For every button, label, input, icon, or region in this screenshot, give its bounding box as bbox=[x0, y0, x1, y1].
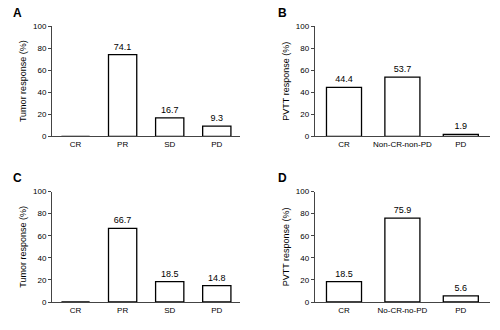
svg-text:0: 0 bbox=[305, 298, 310, 307]
svg-text:A: A bbox=[13, 6, 22, 20]
svg-text:100: 100 bbox=[296, 187, 310, 196]
svg-text:66.7: 66.7 bbox=[114, 215, 132, 225]
svg-text:PD: PD bbox=[211, 306, 222, 315]
svg-text:5.6: 5.6 bbox=[455, 283, 468, 293]
svg-text:20: 20 bbox=[37, 110, 46, 119]
svg-text:75.9: 75.9 bbox=[394, 205, 412, 215]
svg-text:100: 100 bbox=[33, 22, 47, 31]
svg-text:PVTT response (%): PVTT response (%) bbox=[281, 207, 291, 286]
svg-text:Tumor response (%): Tumor response (%) bbox=[18, 206, 28, 288]
svg-text:D: D bbox=[278, 171, 287, 185]
svg-text:CR: CR bbox=[70, 306, 82, 315]
svg-text:60: 60 bbox=[37, 232, 46, 241]
svg-text:CR: CR bbox=[70, 140, 82, 149]
svg-text:18.5: 18.5 bbox=[161, 269, 179, 279]
svg-text:Non-CR-non-PD: Non-CR-non-PD bbox=[373, 140, 432, 149]
svg-text:40: 40 bbox=[37, 88, 46, 97]
svg-text:Tumor response (%): Tumor response (%) bbox=[18, 40, 28, 122]
svg-text:SD: SD bbox=[164, 140, 175, 149]
svg-text:0: 0 bbox=[42, 132, 47, 141]
svg-text:20: 20 bbox=[37, 276, 46, 285]
svg-text:44.4: 44.4 bbox=[335, 74, 353, 84]
svg-text:PR: PR bbox=[117, 140, 128, 149]
svg-text:16.7: 16.7 bbox=[161, 105, 179, 115]
svg-text:53.7: 53.7 bbox=[394, 64, 412, 74]
svg-text:B: B bbox=[278, 6, 287, 20]
svg-text:18.5: 18.5 bbox=[335, 269, 353, 279]
svg-text:PR: PR bbox=[117, 306, 128, 315]
svg-text:0: 0 bbox=[305, 132, 310, 141]
svg-text:CR: CR bbox=[338, 140, 350, 149]
svg-text:PD: PD bbox=[211, 140, 222, 149]
svg-text:C: C bbox=[13, 171, 22, 185]
svg-text:74.1: 74.1 bbox=[114, 42, 132, 52]
svg-text:PD: PD bbox=[455, 306, 466, 315]
svg-text:PVTT response (%): PVTT response (%) bbox=[281, 42, 291, 121]
svg-text:60: 60 bbox=[300, 66, 309, 75]
svg-text:40: 40 bbox=[37, 254, 46, 263]
svg-text:80: 80 bbox=[300, 44, 309, 53]
svg-text:40: 40 bbox=[300, 254, 309, 263]
svg-text:14.8: 14.8 bbox=[208, 273, 226, 283]
svg-text:20: 20 bbox=[300, 276, 309, 285]
svg-text:60: 60 bbox=[37, 66, 46, 75]
svg-text:60: 60 bbox=[300, 232, 309, 241]
svg-text:CR: CR bbox=[338, 306, 350, 315]
svg-text:40: 40 bbox=[300, 88, 309, 97]
svg-text:80: 80 bbox=[300, 209, 309, 218]
svg-text:1.9: 1.9 bbox=[455, 121, 468, 131]
svg-text:SD: SD bbox=[164, 306, 175, 315]
svg-text:20: 20 bbox=[300, 110, 309, 119]
svg-text:PD: PD bbox=[455, 140, 466, 149]
svg-text:No-CR-no-PD: No-CR-no-PD bbox=[378, 306, 428, 315]
svg-text:9.3: 9.3 bbox=[211, 113, 224, 123]
svg-text:100: 100 bbox=[33, 187, 47, 196]
svg-text:80: 80 bbox=[37, 44, 46, 53]
svg-text:0: 0 bbox=[42, 298, 47, 307]
svg-text:80: 80 bbox=[37, 209, 46, 218]
svg-text:100: 100 bbox=[296, 22, 310, 31]
